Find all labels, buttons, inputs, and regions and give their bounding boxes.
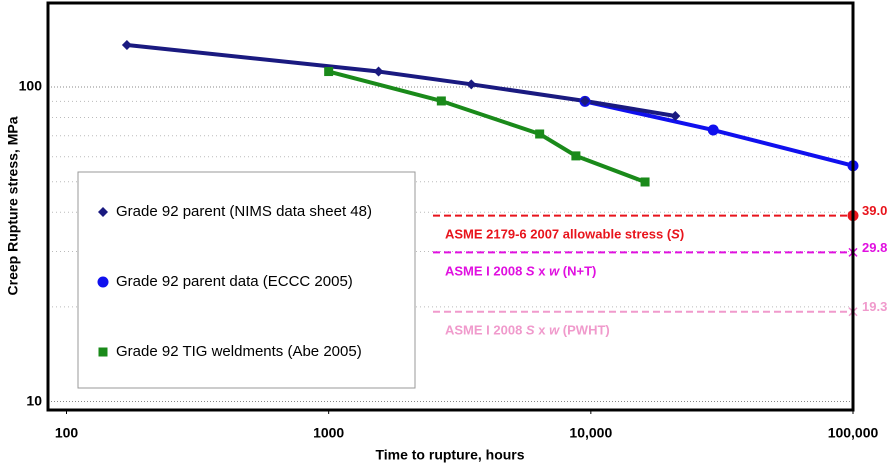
legend-label: Grade 92 parent (NIMS data sheet 48) <box>116 203 372 220</box>
reference-value-label: 19.3 <box>862 299 887 314</box>
square-marker <box>640 177 650 187</box>
circle-marker <box>707 124 719 136</box>
x-axis-title: Time to rupture, hours <box>375 447 524 463</box>
reference-label-part: S <box>526 264 535 279</box>
plot-frame <box>46 1 855 412</box>
reference-label-part: w <box>549 323 560 338</box>
reference-label-part: ASME I 2008 <box>445 323 526 338</box>
square-marker <box>571 151 581 161</box>
y-axis-title: Creep Rupture stress, MPa <box>5 116 21 295</box>
reference-label-part: ) <box>680 227 684 242</box>
diamond-marker <box>670 110 681 121</box>
reference-value-label: 29.8 <box>862 240 887 255</box>
legend-label: Grade 92 parent data (ECCC 2005) <box>116 273 353 290</box>
circle-marker <box>97 276 109 288</box>
diamond-marker <box>466 79 477 90</box>
reference-label: ASME I 2008 S x w (PWHT) <box>445 323 610 338</box>
y-tick-label: 100 <box>19 78 43 94</box>
reference-label-part: w <box>549 264 560 279</box>
diamond-marker <box>373 66 384 77</box>
x-tick-label: 10,000 <box>569 425 612 441</box>
reference-label: ASME 2179-6 2007 allowable stress (S) <box>445 227 684 242</box>
legend-label: Grade 92 TIG weldments (Abe 2005) <box>116 343 362 360</box>
x-tick-label: 100,000 <box>828 425 879 441</box>
reference-label-part: ASME 2179-6 2007 allowable stress ( <box>445 227 672 242</box>
diamond-marker <box>98 207 108 217</box>
reference-label-part: x <box>535 323 549 338</box>
series-line <box>126 43 676 118</box>
reference-label-part: (N+T) <box>559 264 596 279</box>
reference-label-part: S <box>671 227 680 242</box>
reference-label-part: ASME I 2008 <box>445 264 526 279</box>
x-tick-label: 1000 <box>313 425 344 441</box>
diamond-marker <box>121 40 132 51</box>
reference-label-part: x <box>535 264 549 279</box>
y-tick-label: 10 <box>26 392 42 408</box>
square-marker <box>535 129 545 139</box>
square-marker <box>98 347 108 357</box>
x-tick-label: 100 <box>55 425 79 441</box>
square-marker <box>436 96 446 106</box>
series-line <box>584 99 854 168</box>
diamond-marker <box>579 95 590 106</box>
legend-box <box>77 171 416 389</box>
reference-label-part: (PWHT) <box>559 323 610 338</box>
square-marker <box>324 67 334 77</box>
reference-label: ASME I 2008 S x w (N+T) <box>445 264 596 279</box>
reference-value-label: 39.0 <box>862 203 887 218</box>
reference-label-part: S <box>526 323 535 338</box>
